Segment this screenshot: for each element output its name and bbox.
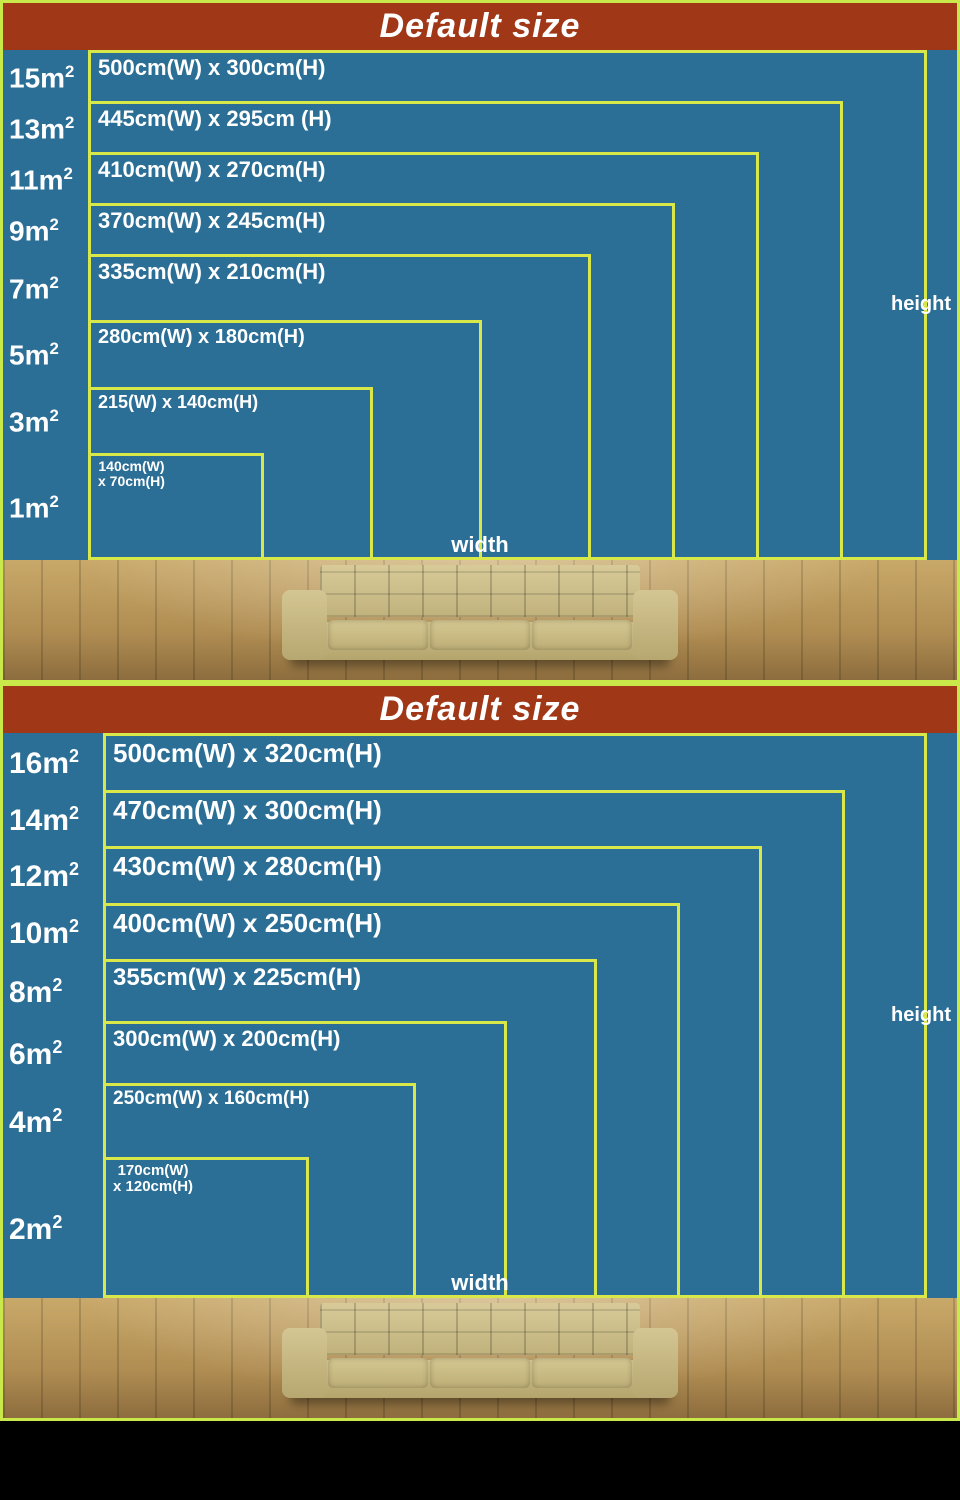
area-label: 7m2 xyxy=(9,273,86,305)
floor-scene xyxy=(3,560,957,680)
area-label: 5m2 xyxy=(9,339,86,371)
area-label: 6m2 xyxy=(9,1037,101,1072)
area-label: 2m2 xyxy=(9,1212,101,1247)
area-label: 12m2 xyxy=(9,859,101,894)
dimension-label: 370cm(W) x 245cm(H) xyxy=(98,209,325,233)
dimension-label: 280cm(W) x 180cm(H) xyxy=(98,326,305,348)
area-label: 13m2 xyxy=(9,113,86,145)
dimension-label: 410cm(W) x 270cm(H) xyxy=(98,158,325,182)
dimension-label: 500cm(W) x 320cm(H) xyxy=(113,739,382,768)
area-label: 16m2 xyxy=(9,746,101,781)
size-chart: 15m2 500cm(W) x 300cm(H) 13m2 445cm(W) x 29… xyxy=(3,50,957,560)
floor-scene xyxy=(3,1298,957,1418)
dimension-label: 300cm(W) x 200cm(H) xyxy=(113,1027,340,1051)
dimension-label: 355cm(W) x 225cm(H) xyxy=(113,965,361,991)
sofa-icon xyxy=(290,1303,670,1398)
axis-width-label: width xyxy=(451,532,508,558)
area-label: 1m2 xyxy=(9,492,86,524)
size-panel-1: Default size 16m2 500cm(W) x 320cm(H) 14m2 4… xyxy=(0,683,960,1421)
dimension-label: 445cm(W) x 295cm (H) xyxy=(98,107,332,131)
area-label: 8m2 xyxy=(9,975,101,1010)
area-label: 9m2 xyxy=(9,215,86,247)
dimension-label: 470cm(W) x 300cm(H) xyxy=(113,796,382,825)
dimension-label: 140cm(W) x 70cm(H) xyxy=(98,459,165,490)
dimension-label: 335cm(W) x 210cm(H) xyxy=(98,260,325,284)
sofa-icon xyxy=(290,565,670,660)
area-label: 15m2 xyxy=(9,62,86,94)
dimension-label: 430cm(W) x 280cm(H) xyxy=(113,852,382,881)
axis-height-label: height xyxy=(891,1004,951,1027)
dimension-label: 400cm(W) x 250cm(H) xyxy=(113,909,382,938)
size-chart: 16m2 500cm(W) x 320cm(H) 14m2 470cm(W) x 30… xyxy=(3,733,957,1298)
panel-title: Default size xyxy=(3,686,957,733)
area-label: 11m2 xyxy=(9,164,86,196)
panel-title: Default size xyxy=(3,3,957,50)
axis-height-label: height xyxy=(891,293,951,316)
area-label: 10m2 xyxy=(9,916,101,951)
dimension-label: 500cm(W) x 300cm(H) xyxy=(98,56,325,80)
size-panel-0: Default size 15m2 500cm(W) x 300cm(H) 13m2 4… xyxy=(0,0,960,683)
area-label: 3m2 xyxy=(9,406,86,438)
area-label: 14m2 xyxy=(9,803,101,838)
dimension-label: 215(W) x 140cm(H) xyxy=(98,393,258,413)
area-label: 4m2 xyxy=(9,1105,101,1140)
dimension-label: 250cm(W) x 160cm(H) xyxy=(113,1089,309,1110)
dimension-label: 170cm(W) x 120cm(H) xyxy=(113,1163,193,1196)
axis-width-label: width xyxy=(451,1270,508,1296)
